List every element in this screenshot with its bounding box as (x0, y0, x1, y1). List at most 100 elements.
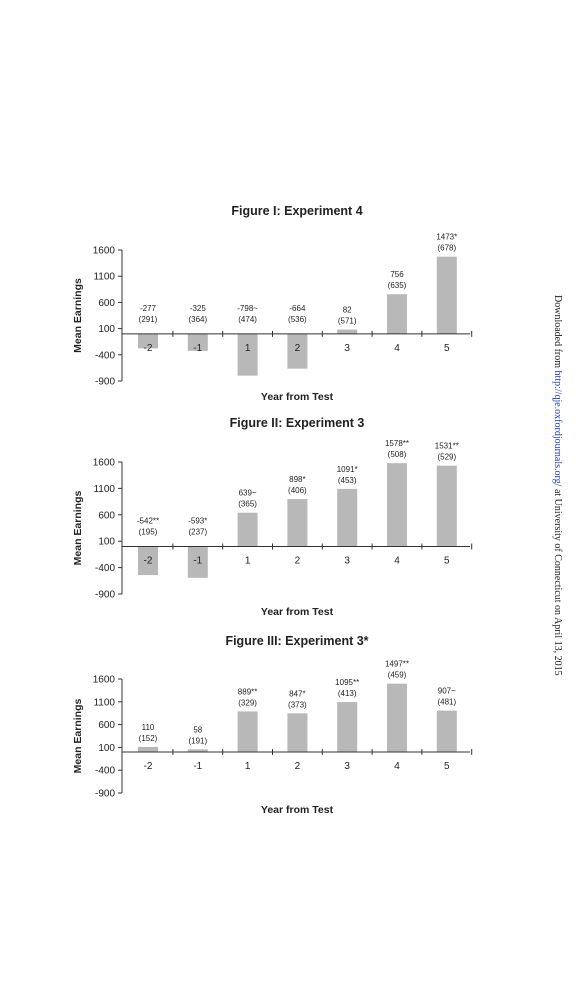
bar (337, 488, 358, 547)
x-tick-label: -1 (193, 555, 202, 566)
se-label: (365) (238, 500, 257, 509)
y-tick-label: -400 (95, 766, 115, 777)
bar (187, 333, 208, 351)
y-tick-label: 600 (98, 720, 115, 731)
x-tick-label: 5 (444, 761, 450, 772)
se-label: (364) (188, 315, 207, 324)
x-tick-label: -2 (144, 555, 153, 566)
value-label: 1578** (385, 439, 409, 448)
bar (138, 333, 158, 349)
y-tick-label: 1600 (93, 246, 116, 257)
x-tick-label: -2 (144, 343, 153, 354)
bar (237, 512, 258, 547)
value-label: -664 (289, 304, 306, 313)
se-label: (678) (437, 244, 456, 253)
value-label: 889** (238, 687, 258, 696)
chart-title: Figure I: Experiment 4 (231, 204, 362, 218)
bar (138, 746, 158, 752)
bar (387, 683, 407, 752)
se-label: (508) (388, 450, 407, 459)
x-tick-label: 2 (295, 555, 301, 566)
se-label: (237) (188, 527, 207, 536)
x-tick-label: 1 (245, 343, 251, 354)
value-label: 898* (289, 475, 305, 484)
x-axis-label: Year from Test (261, 804, 334, 816)
bar (436, 710, 457, 752)
se-label: (635) (388, 281, 407, 290)
y-tick-label: -400 (95, 350, 115, 361)
value-label: -593* (188, 516, 207, 525)
se-label: (329) (238, 698, 257, 707)
x-tick-label: 3 (344, 555, 350, 566)
bar (237, 711, 258, 752)
value-label: 1473* (436, 233, 457, 242)
se-label: (413) (338, 689, 357, 698)
bar (337, 702, 358, 752)
value-label: 110 (142, 723, 155, 732)
bar (387, 294, 407, 334)
chart-title: Figure III: Experiment 3* (225, 634, 368, 648)
se-label: (406) (288, 486, 307, 495)
se-label: (571) (338, 317, 357, 326)
value-label: 82 (343, 306, 352, 315)
y-tick-label: -400 (95, 563, 115, 574)
bar (237, 333, 258, 376)
x-tick-label: 3 (344, 343, 350, 354)
bar (287, 333, 308, 369)
y-tick-label: 100 (98, 537, 115, 548)
watermark-suffix: at University of Connecticut on April 13… (552, 486, 563, 675)
bar (187, 546, 208, 578)
value-label: -277 (140, 304, 157, 313)
se-label: (481) (437, 698, 456, 707)
value-label: 58 (193, 725, 202, 734)
y-axis-label: Mean Earnings (72, 698, 84, 773)
x-tick-label: -2 (144, 761, 153, 772)
y-tick-label: 1100 (93, 484, 115, 495)
value-label: 756 (390, 270, 404, 279)
se-label: (529) (437, 453, 456, 462)
x-tick-label: 5 (444, 555, 450, 566)
watermark: Downloaded from http://qje.oxfordjournal… (552, 295, 563, 676)
value-label: 1095** (335, 678, 359, 687)
x-tick-label: -1 (193, 343, 202, 354)
se-label: (195) (139, 527, 158, 536)
bar (287, 499, 308, 547)
y-tick-label: 100 (98, 324, 115, 335)
x-tick-label: 4 (394, 761, 400, 772)
bar (337, 329, 358, 334)
x-tick-label: -1 (193, 761, 202, 772)
x-tick-label: 1 (245, 555, 251, 566)
x-tick-label: 2 (295, 761, 301, 772)
y-tick-label: 1600 (93, 675, 116, 686)
se-label: (453) (338, 476, 357, 485)
x-tick-label: 4 (394, 555, 400, 566)
y-tick-label: -900 (95, 789, 115, 800)
watermark-prefix: Downloaded from (552, 295, 563, 371)
value-label: 1497** (385, 660, 409, 669)
se-label: (291) (139, 315, 158, 324)
y-axis-label: Mean Earnings (72, 278, 84, 353)
watermark-link[interactable]: http://qje.oxfordjournals.org/ (552, 371, 563, 487)
se-label: (373) (288, 700, 307, 709)
y-tick-label: -900 (95, 377, 115, 388)
y-tick-label: 600 (98, 510, 115, 521)
se-label: (152) (139, 734, 158, 743)
chart-title: Figure II: Experiment 3 (230, 416, 365, 430)
se-label: (191) (188, 736, 207, 745)
value-label: 1091* (337, 465, 358, 474)
x-tick-label: 2 (295, 343, 301, 354)
y-tick-label: -900 (95, 590, 115, 601)
x-tick-label: 1 (245, 761, 251, 772)
y-tick-label: 100 (98, 743, 115, 754)
se-label: (536) (288, 315, 307, 324)
x-tick-label: 3 (344, 761, 350, 772)
x-tick-label: 5 (444, 343, 450, 354)
value-label: 847* (289, 689, 305, 698)
bar (436, 256, 457, 334)
y-tick-label: 1100 (93, 272, 115, 283)
value-label: 907~ (438, 687, 456, 696)
y-tick-label: 600 (98, 298, 115, 309)
bar (287, 713, 308, 752)
bar (387, 463, 407, 547)
